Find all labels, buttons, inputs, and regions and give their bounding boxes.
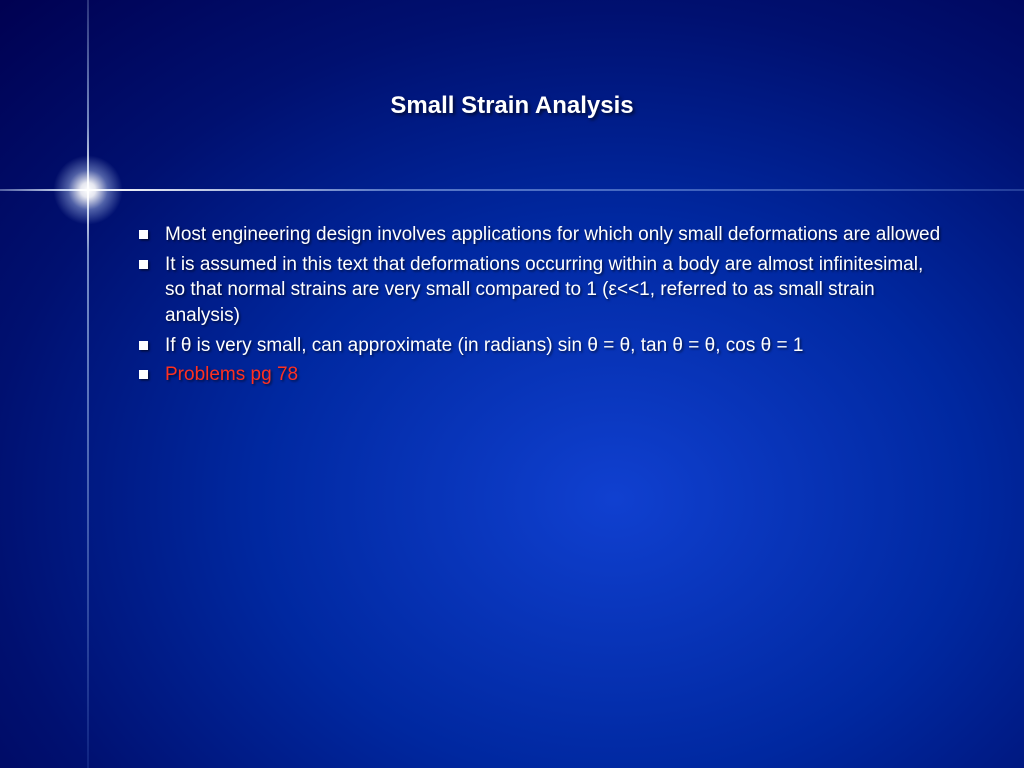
slide-title: Small Strain Analysis <box>0 92 1024 120</box>
bullet-item: If θ is very small, can approximate (in … <box>133 333 944 359</box>
bullet-item-accent: Problems pg 78 <box>133 362 944 388</box>
bullet-item: It is assumed in this text that deformat… <box>133 252 944 329</box>
bullet-list: Most engineering design involves applica… <box>133 222 944 388</box>
bullet-item: Most engineering design involves applica… <box>133 222 944 248</box>
slide-body: Most engineering design involves applica… <box>133 222 944 392</box>
